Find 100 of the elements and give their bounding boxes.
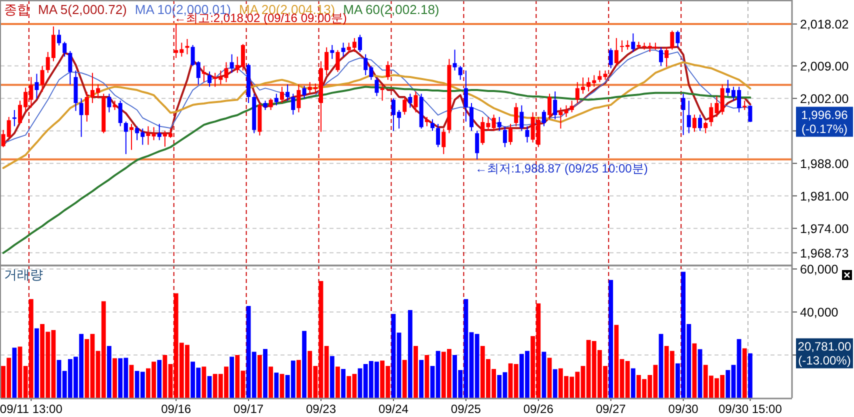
candlestick [686, 100, 691, 134]
candlestick [553, 90, 558, 120]
bar [274, 372, 279, 398]
bar [112, 358, 117, 398]
candlestick [470, 102, 474, 132]
bar [402, 360, 407, 398]
bar [106, 346, 112, 398]
y-tick-label: 1,988.00 [800, 156, 849, 171]
candlestick [676, 30, 680, 48]
x-tick-label: 09/30 [668, 402, 699, 416]
candlestick [330, 44, 334, 60]
bar [424, 354, 430, 398]
bar [202, 366, 206, 398]
chart-title: 종합 [4, 2, 30, 17]
candlestick [558, 107, 563, 130]
candlestick [709, 102, 714, 127]
bar [698, 349, 702, 398]
candlestick [157, 123, 162, 141]
candlestick [442, 128, 446, 155]
y-tick-label: 40,000 [800, 305, 838, 320]
candlestick [280, 86, 284, 104]
text: 1,996.96 (-0.17%) [801, 108, 848, 136]
x-tick-label: 09/30 15:00 [718, 402, 782, 416]
bar [547, 358, 552, 398]
bar [630, 368, 636, 398]
bar [34, 328, 39, 398]
candlestick [146, 126, 150, 146]
candlestick [341, 42, 346, 58]
x-tick-label: 09/17 [234, 402, 264, 416]
bar [157, 360, 162, 398]
candlestick [698, 114, 702, 132]
annotation: ←최저:1,988.87 (09/25 10:00분) [475, 161, 648, 176]
candlestick [374, 77, 379, 97]
candlestick [436, 123, 440, 148]
candlestick [692, 114, 696, 132]
candlestick [598, 70, 602, 83]
candlestick [358, 34, 362, 52]
candlestick [263, 100, 268, 110]
candlestick [185, 38, 190, 55]
candlestick [286, 84, 290, 102]
candlestick [452, 49, 457, 72]
bar [296, 360, 301, 398]
x-tick-label: 09/16 [161, 402, 192, 416]
candlestick [62, 41, 67, 58]
y-tick-label: 2,002.00 [800, 92, 849, 106]
candlestick [497, 116, 502, 132]
candlestick [608, 48, 613, 69]
bar [419, 360, 424, 398]
bar [658, 334, 664, 398]
candlestick [502, 126, 507, 148]
candlestick [424, 116, 429, 127]
x-tick-label: 09/27 [596, 402, 626, 416]
bar [268, 366, 274, 398]
candlestick [12, 109, 16, 127]
candlestick [402, 96, 407, 116]
candlestick [202, 65, 206, 83]
candlestick [380, 84, 384, 102]
bar [257, 354, 262, 398]
bar [542, 352, 546, 398]
candlestick [614, 38, 618, 66]
candlestick [525, 126, 530, 143]
candlestick [208, 70, 212, 88]
candlestick [230, 54, 234, 74]
y-tick-label: 2,009.00 [800, 59, 849, 74]
candlestick [107, 93, 112, 113]
candlestick [514, 102, 518, 127]
bar [263, 348, 268, 398]
candlestick [542, 109, 546, 127]
bar [742, 348, 747, 398]
candlestick [40, 65, 44, 92]
candlestick [291, 93, 296, 116]
bar [692, 343, 697, 398]
candlestick [34, 73, 39, 99]
candlestick [670, 30, 674, 50]
bar [408, 310, 412, 398]
candlestick [520, 104, 524, 132]
y-tick-label: 1,968.73 [800, 246, 849, 260]
y-tick-label: 1,974.00 [800, 222, 849, 236]
candlestick [664, 46, 669, 68]
bar [302, 330, 306, 398]
x-tick-label: 09/24 [378, 402, 409, 416]
bar [230, 356, 234, 398]
candlestick [570, 100, 574, 113]
candlestick [681, 93, 686, 136]
bar [336, 366, 340, 398]
candlestick [408, 93, 412, 108]
candlestick [152, 126, 156, 141]
y-tick-label: 60,000 [800, 262, 838, 276]
candlestick [129, 123, 134, 150]
bar [330, 356, 334, 398]
candlestick [508, 123, 513, 146]
candlestick [458, 65, 462, 80]
candlestick [386, 60, 390, 80]
candlestick [748, 104, 752, 123]
x-tick-label: 09/11 13:00 [0, 402, 63, 416]
candlestick [704, 121, 708, 134]
x-tick-label: 09/26 [523, 402, 554, 416]
candlestick [84, 91, 89, 122]
candlestick [118, 100, 122, 127]
bar [12, 348, 17, 398]
